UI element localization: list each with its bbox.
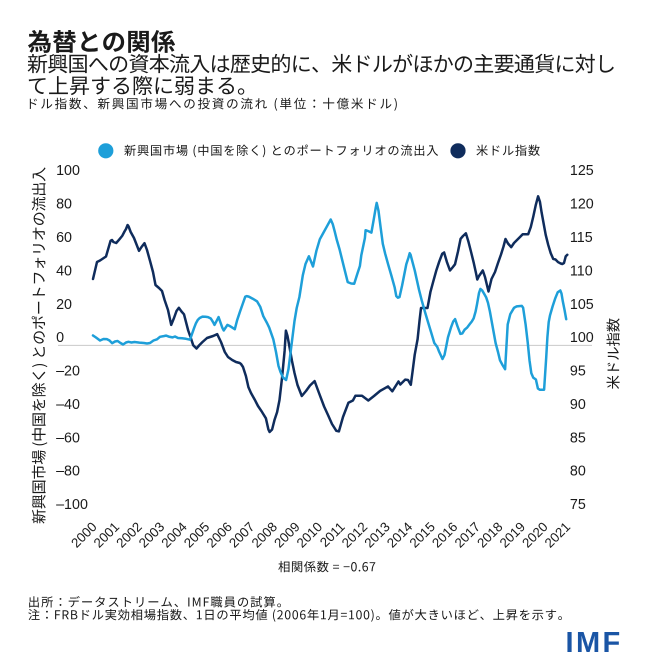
svg-text:–80: –80 xyxy=(56,464,80,480)
svg-text:125: 125 xyxy=(570,163,594,179)
svg-text:0: 0 xyxy=(56,330,64,346)
svg-text:85: 85 xyxy=(570,430,586,446)
svg-text:–100: –100 xyxy=(56,497,88,513)
svg-text:95: 95 xyxy=(570,364,586,380)
svg-text:–40: –40 xyxy=(56,397,80,413)
svg-text:80: 80 xyxy=(570,464,586,480)
svg-text:100: 100 xyxy=(56,163,80,179)
svg-text:–60: –60 xyxy=(56,430,80,446)
svg-text:40: 40 xyxy=(56,263,72,279)
svg-text:110: 110 xyxy=(570,263,593,279)
svg-text:75: 75 xyxy=(570,497,586,513)
svg-text:20: 20 xyxy=(56,297,72,313)
svg-text:80: 80 xyxy=(56,197,72,213)
svg-text:105: 105 xyxy=(570,297,594,313)
svg-text:100: 100 xyxy=(570,330,594,346)
svg-text:IMF: IMF xyxy=(566,627,623,659)
svg-text:115: 115 xyxy=(570,230,593,246)
svg-text:90: 90 xyxy=(570,397,586,413)
svg-text:120: 120 xyxy=(570,197,594,213)
svg-text:–20: –20 xyxy=(56,364,80,380)
svg-text:60: 60 xyxy=(56,230,72,246)
